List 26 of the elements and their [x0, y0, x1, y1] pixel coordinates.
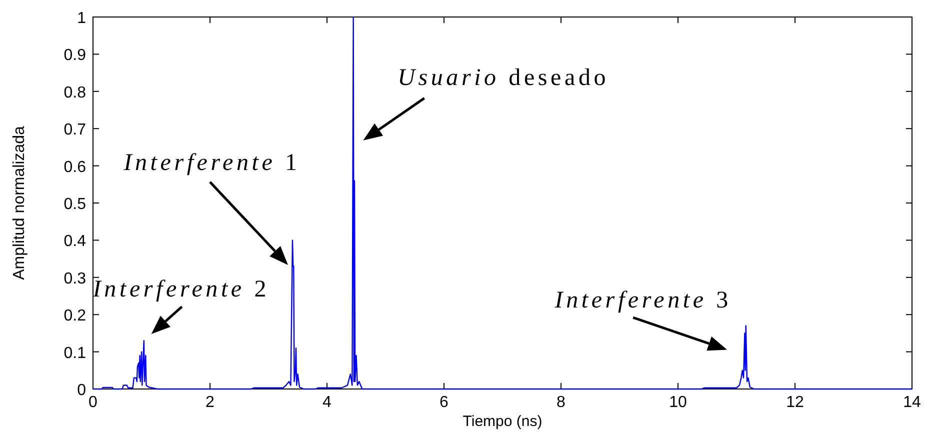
annotation: Usuario deseado: [398, 65, 610, 92]
annotation: Interferente 1: [122, 150, 300, 176]
y-tick-label: 0.4: [64, 233, 86, 250]
x-tick-label: 4: [322, 394, 332, 411]
y-tick-label: 0.6: [64, 158, 86, 176]
annotation: Interferente 3: [554, 288, 732, 314]
x-tick-label: 14: [903, 394, 921, 411]
y-tick-label: 0.8: [64, 84, 86, 102]
annotation: Interferente 2: [92, 276, 270, 303]
y-tick-label: 0.7: [64, 122, 86, 139]
y-tick-label: 1: [77, 10, 86, 27]
y-tick-label: 0.9: [64, 47, 86, 64]
y-tick-label: 0.1: [64, 344, 86, 362]
x-tick-label: 6: [440, 394, 449, 411]
y-tick-label: 0.5: [64, 196, 86, 213]
x-tick-label: 0: [88, 394, 98, 411]
line-series: [92, 16, 913, 390]
y-axis-title: Amplitud normalizada: [11, 126, 28, 280]
x-axis-title: Tiempo (ns): [462, 413, 542, 430]
x-tick-label: 8: [556, 394, 566, 411]
y-tick-label: 0: [77, 382, 86, 399]
x-tick-label: 12: [786, 394, 804, 411]
y-tick-label: 0.2: [64, 308, 86, 325]
x-tick-label: 10: [669, 394, 687, 411]
y-tick-label: 0.3: [64, 270, 86, 288]
x-tick-label: 2: [206, 394, 215, 411]
